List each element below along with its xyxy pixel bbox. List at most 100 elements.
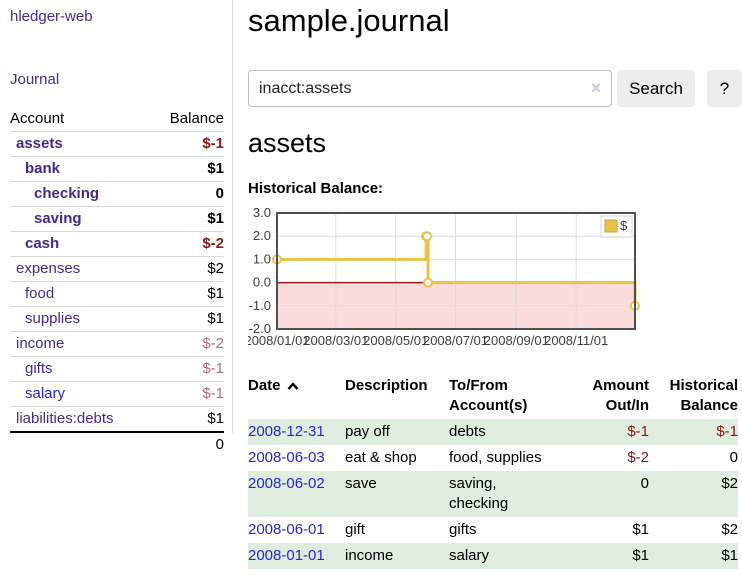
account-link[interactable]: income	[16, 335, 65, 352]
account-row: income $-2	[10, 331, 224, 357]
clear-search-icon[interactable]: ×	[590, 78, 602, 98]
account-balance: $-2	[202, 335, 224, 352]
search-button[interactable]: Search	[617, 70, 695, 107]
account-balance: $-1	[202, 360, 224, 377]
transaction-accounts: salary	[449, 547, 490, 564]
account-row: food $1	[10, 281, 224, 307]
transaction-description: pay off	[345, 423, 390, 440]
sidebar-item-journal[interactable]: Journal	[10, 71, 60, 88]
register-header-balance[interactable]: Historical Balance	[669, 377, 738, 414]
account-row: checking 0	[10, 181, 224, 207]
accounts-total-value: 0	[150, 431, 224, 457]
account-link[interactable]: cash	[25, 235, 60, 252]
accounts-header-balance: Balance	[169, 110, 224, 127]
transaction-date-cell: 2008-06-02	[248, 471, 345, 517]
transaction-accounts: saving, checking	[449, 475, 509, 512]
y-tick-label: 2.0	[253, 228, 271, 243]
y-tick-label: 0.0	[253, 275, 271, 290]
account-row: liabilities:debts $1	[10, 406, 224, 433]
transaction-date-cell: 2008-06-01	[248, 517, 345, 543]
sidebar: hledger-web Journal Account Balance asse…	[0, 0, 233, 457]
transaction-date-link[interactable]: 2008-06-01	[248, 521, 325, 538]
y-tick-label: -2.0	[249, 321, 271, 336]
account-balance: $1	[207, 210, 224, 227]
transaction-amount: $-1	[627, 423, 649, 440]
x-tick-label: 2008/01/01	[248, 333, 310, 348]
transaction-amount: $-2	[627, 449, 649, 466]
plot-border	[276, 212, 636, 330]
main-content: sample.journal × Search ? assets Histori…	[248, 0, 742, 569]
transaction-date-cell: 2008-12-31	[248, 419, 345, 445]
transaction-amount: $1	[632, 521, 649, 538]
transaction-date-cell: 2008-01-01	[248, 543, 345, 569]
register-header-account[interactable]: To/From Account(s)	[449, 377, 528, 414]
account-link[interactable]: food	[25, 285, 55, 302]
transaction-date-link[interactable]: 2008-12-31	[248, 423, 325, 440]
account-balance: $-1	[202, 385, 224, 402]
account-balance: $1	[207, 285, 224, 302]
x-tick-label: 2008/07/01	[423, 333, 488, 348]
transaction-amount: 0	[640, 475, 649, 492]
account-balance: $1	[207, 160, 224, 177]
app-title-link[interactable]: hledger-web	[10, 8, 93, 25]
transaction-balance: $-1	[716, 423, 738, 440]
account-link[interactable]: assets	[16, 135, 63, 152]
data-point-marker[interactable]	[423, 277, 434, 288]
data-point-marker[interactable]	[422, 231, 433, 242]
register-header-row: Date Description To/From Account(s) Amou…	[248, 373, 738, 419]
transaction-balance: $2	[721, 521, 738, 538]
account-link[interactable]: liabilities:debts	[16, 410, 114, 427]
account-balance: $2	[207, 260, 224, 277]
transaction-description: eat & shop	[345, 449, 417, 466]
account-link[interactable]: saving	[34, 210, 82, 227]
account-link[interactable]: supplies	[25, 310, 81, 327]
page-title: sample.journal	[248, 3, 450, 38]
register-header-description[interactable]: Description	[345, 377, 428, 394]
transaction-row: 2008-06-01 gift gifts $1 $2	[248, 517, 738, 543]
y-tick-label: 1.0	[253, 251, 271, 266]
transaction-amount: $1	[632, 547, 649, 564]
transaction-date-link[interactable]: 2008-01-01	[248, 547, 325, 564]
transaction-date-link[interactable]: 2008-06-03	[248, 449, 325, 466]
account-link[interactable]: salary	[25, 385, 66, 402]
y-tick-label: -1.0	[249, 298, 271, 313]
account-link[interactable]: checking	[34, 185, 100, 202]
register-table: Date Description To/From Account(s) Amou…	[248, 373, 738, 569]
help-button[interactable]: ?	[707, 70, 742, 107]
search-bar: × Search ?	[248, 70, 742, 107]
account-row: supplies $1	[10, 306, 224, 332]
register-header-amount[interactable]: Amount Out/In	[592, 377, 649, 414]
account-row: expenses $2	[10, 256, 224, 282]
historical-balance-chart: $3.0 2.0 1.0 0.0 -1.0 -2.0 2008/01/01 2008/03/0…	[248, 206, 648, 356]
chart-canvas: $3.0 2.0 1.0 0.0 -1.0 -2.02008/01/012008/03/0…	[248, 206, 640, 348]
transaction-accounts: debts	[449, 423, 486, 440]
transaction-description: gift	[345, 521, 366, 538]
account-link[interactable]: bank	[25, 160, 61, 177]
x-tick-label: 2008/05/01	[363, 333, 428, 348]
transaction-accounts: gifts	[449, 521, 477, 538]
account-balance: 0	[215, 185, 224, 202]
transaction-balance: $2	[721, 475, 738, 492]
chart-heading: Historical Balance:	[248, 180, 384, 197]
account-balance: $-1	[202, 135, 224, 152]
account-heading: assets	[248, 128, 327, 158]
legend-swatch	[604, 219, 618, 233]
account-row: bank $1	[10, 156, 224, 182]
account-row: saving $1	[10, 206, 224, 232]
x-tick-label: 2008/03/01	[303, 333, 368, 348]
accounts-header-row: Account Balance	[10, 107, 224, 132]
transaction-description: save	[345, 475, 377, 492]
account-row: gifts $-1	[10, 356, 224, 382]
account-balance: $1	[207, 410, 224, 427]
legend-label: $	[620, 218, 628, 233]
transaction-row: 2008-06-03 eat & shop food, supplies $-2 0	[248, 445, 738, 471]
x-tick-label: 2008/09/01	[484, 333, 549, 348]
account-link[interactable]: gifts	[25, 360, 53, 377]
account-balance: $-2	[202, 235, 224, 252]
transaction-date-link[interactable]: 2008-06-02	[248, 475, 325, 492]
sort-asc-icon	[287, 377, 299, 397]
transaction-accounts: food, supplies	[449, 449, 542, 466]
search-input[interactable]	[248, 70, 612, 107]
account-link[interactable]: expenses	[16, 260, 81, 277]
register-header-date[interactable]: Date	[248, 373, 345, 419]
